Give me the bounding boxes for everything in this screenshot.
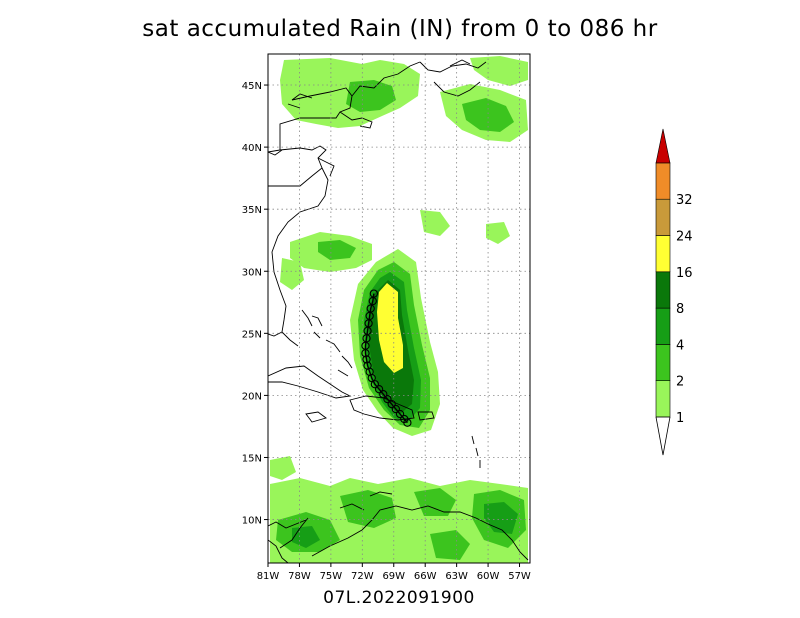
- colorbar-min-triangle: [655, 416, 671, 456]
- lon-tick-label: 57W: [508, 571, 531, 582]
- track-point: [362, 355, 371, 364]
- storm-track: [361, 289, 412, 427]
- colorbar-swatch: [655, 162, 671, 200]
- coastline-segment: [291, 93, 313, 101]
- track-point: [391, 404, 401, 414]
- rain-area: [377, 283, 403, 373]
- lon-tick-label: 75W: [320, 571, 343, 582]
- coastline-segment: [317, 157, 335, 177]
- rain-area: [486, 222, 510, 244]
- lon-tick-label: 81W: [257, 571, 280, 582]
- coastline-segment: [268, 365, 352, 399]
- track-point: [374, 385, 384, 394]
- coastline-segment: [311, 505, 529, 561]
- lat-lon-grid: [268, 54, 530, 563]
- track-point: [400, 414, 409, 424]
- track-point: [369, 289, 378, 298]
- coastline-segment: [287, 103, 301, 109]
- rain-area: [340, 490, 396, 528]
- lon-tick-label: 63W: [445, 571, 468, 582]
- lat-tick-label: 30N: [242, 267, 262, 278]
- storm-id-label: 07L.2022091900: [323, 588, 475, 608]
- colorbar-max-triangle: [655, 128, 671, 164]
- coastline-segment: [268, 539, 289, 563]
- lat-tick-label: 15N: [242, 453, 262, 464]
- colorbar-label: 2: [676, 375, 684, 390]
- coastline-segment: [471, 435, 475, 445]
- lat-tick-label: 45N: [242, 81, 262, 92]
- track-point: [387, 399, 396, 409]
- coastline-segment: [279, 517, 309, 549]
- rain-area: [420, 210, 450, 236]
- coastline-segment: [305, 411, 327, 423]
- rain-area: [280, 258, 304, 290]
- rain-area: [318, 240, 356, 260]
- coastline-segment: [268, 167, 329, 337]
- longitude-ticks: 81W 78W 75W 72W 69W 66W 63W 60W 57W: [257, 563, 531, 582]
- coastline-segment: [475, 447, 479, 457]
- lat-tick-label: 25N: [242, 329, 262, 340]
- track-point: [395, 409, 405, 419]
- rain-area: [462, 98, 514, 132]
- track-point: [379, 390, 388, 399]
- coastline-segment: [325, 339, 341, 353]
- colorbar-label: 32: [676, 193, 693, 208]
- coastline-segment: [417, 411, 435, 421]
- rain-area: [292, 526, 320, 548]
- coastline-segment: [449, 59, 471, 67]
- rain-area: [270, 456, 296, 480]
- latitude-ticks: 10N 15N 20N 25N 30N 35N 40N 45N: [242, 81, 268, 527]
- colorbar-swatch: [655, 271, 671, 309]
- lat-tick-label: 35N: [242, 205, 262, 216]
- colorbar-label: 4: [676, 338, 684, 353]
- colorbar-swatch: [655, 235, 671, 273]
- coastline-segment: [268, 149, 283, 156]
- lon-tick-label: 78W: [288, 571, 311, 582]
- rain-shading: [270, 56, 528, 563]
- coastline-segment: [279, 87, 353, 150]
- coastline-segment: [419, 61, 487, 73]
- coastline-segment: [313, 331, 321, 339]
- colorbar-label: 1: [676, 411, 684, 426]
- rain-area: [430, 530, 470, 560]
- coastline-segment: [281, 331, 299, 347]
- coastlines: [268, 59, 529, 563]
- coastline-segment: [341, 355, 353, 369]
- colorbar-swatch: [655, 307, 671, 345]
- map-frame: [267, 53, 531, 564]
- coastline-segment: [339, 111, 373, 129]
- map-title: sat accumulated Rain (IN) from 0 to 086 …: [142, 16, 658, 42]
- coastline-segment: [369, 491, 393, 497]
- lon-tick-label: 60W: [477, 571, 500, 582]
- track-point: [363, 361, 372, 370]
- lon-tick-label: 69W: [382, 571, 405, 582]
- rain-area: [414, 488, 456, 516]
- coastline-segment: [311, 315, 323, 327]
- colorbar-label: 8: [676, 302, 684, 317]
- coastline-segment: [268, 145, 327, 187]
- colorbar-label: 16: [676, 266, 693, 281]
- coastline-segment: [337, 369, 349, 377]
- lon-tick-label: 66W: [414, 571, 437, 582]
- lon-tick-label: 72W: [351, 571, 374, 582]
- lat-tick-label: 10N: [242, 516, 262, 527]
- colorbar-swatch: [655, 380, 671, 418]
- coastline-segment: [351, 61, 421, 97]
- coastline-segment: [349, 395, 415, 421]
- track-point: [366, 304, 375, 313]
- coastline-segment: [339, 503, 365, 511]
- coastline-segment: [433, 81, 481, 97]
- colorbar-swatch: [655, 344, 671, 381]
- track-point: [383, 394, 392, 404]
- lat-tick-label: 40N: [242, 143, 262, 154]
- colorbar-swatch: [655, 198, 671, 236]
- colorbar-label: 24: [676, 230, 693, 245]
- coastline-segment: [301, 309, 313, 327]
- lat-tick-label: 20N: [242, 391, 262, 402]
